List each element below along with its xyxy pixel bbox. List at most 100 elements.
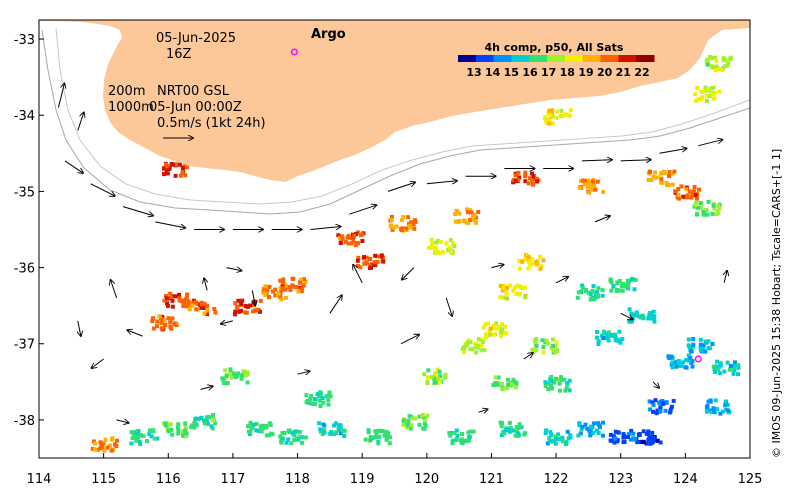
current-vector (226, 268, 241, 271)
x-tick-label: 115 (91, 472, 116, 487)
sst-patch (162, 421, 189, 439)
current-vector (111, 280, 118, 299)
sst-patch (543, 108, 573, 126)
x-tick-label: 121 (479, 472, 504, 487)
colorbar-segment (582, 55, 601, 62)
sst-patch (278, 428, 308, 446)
colorbar-segment (511, 55, 530, 62)
current-vector (90, 183, 115, 196)
credit-text: © IMOS 09-Jun-2025 15:38 Hobart; Tscale=… (770, 149, 783, 458)
sst-patch (704, 55, 733, 73)
sst-patch (427, 237, 457, 256)
sst-patch (543, 375, 572, 393)
current-vector (594, 216, 610, 223)
sst-patch (363, 428, 392, 446)
x-tick-label: 120 (414, 472, 439, 487)
colorbar-title: 4h comp, p50, All Sats (485, 41, 624, 54)
current-vector (620, 160, 651, 161)
current-vector (400, 335, 419, 345)
colorbar-ticks: 13 14 15 16 17 18 19 20 21 22 (466, 66, 649, 79)
sst-patch (666, 353, 695, 370)
current-vector (116, 420, 129, 423)
sst-patch (460, 337, 487, 355)
contour-200m-label: 200m (108, 84, 145, 99)
current-vector (155, 221, 185, 228)
argo-float-marker[interactable] (694, 355, 702, 363)
current-vector (64, 160, 83, 173)
x-tick-label: 124 (673, 472, 698, 487)
sst-patch (422, 367, 448, 386)
sst-patch (355, 253, 386, 271)
current-vector (310, 227, 341, 230)
y-tick-label: -34 (14, 109, 35, 124)
sst-patch (647, 398, 676, 416)
sst-patch (543, 428, 573, 447)
sst-patch (627, 307, 657, 324)
sst-layer (90, 55, 741, 453)
sst-patch (90, 436, 119, 453)
current-vector (659, 149, 687, 154)
current-vector (402, 267, 415, 280)
colorbar-tick-label: 19 (578, 66, 593, 79)
x-tick-label: 119 (350, 472, 375, 487)
vector-scale-label: 0.5m/s (1kt 24h) (157, 116, 266, 131)
current-vector (652, 381, 659, 388)
colorbar-segment (636, 55, 655, 62)
sst-patch (498, 283, 528, 301)
sst-patch (187, 298, 218, 317)
sst-patch (673, 184, 701, 201)
y-tick-label: -33 (14, 33, 35, 48)
sst-patch (388, 214, 418, 233)
x-tick-label: 114 (27, 472, 52, 487)
sst-patch (686, 337, 715, 354)
axes: 114 115 116 117 118 119 120 121 122 123 124 125 -33 -… (14, 33, 763, 487)
current-vector (204, 278, 207, 291)
current-vector (297, 371, 310, 374)
x-tick-label: 118 (285, 472, 310, 487)
colorbar-segment (564, 55, 584, 62)
sst-patch (693, 85, 722, 103)
sst-patch (704, 398, 732, 416)
map-date: 05-Jun-2025 (156, 31, 236, 46)
plot-frame (38, 19, 751, 459)
current-vector (445, 297, 452, 316)
sst-patch (481, 321, 509, 340)
sst-patch (576, 420, 605, 438)
y-tick-label: -38 (14, 414, 35, 429)
sst-patch (530, 337, 560, 355)
sst-patch (401, 413, 430, 431)
colorbar-segment (618, 55, 637, 62)
colorbar-tick-label: 13 (466, 66, 481, 79)
sst-patch (278, 276, 308, 294)
sst-patch (575, 283, 605, 302)
current-vector (349, 205, 376, 215)
sst-patch (129, 428, 160, 446)
sst-patch (511, 170, 541, 187)
current-vector (581, 160, 612, 161)
sst-patch (491, 375, 519, 392)
current-vector-layer (57, 84, 727, 423)
current-source-label: NRT00 GSL (157, 84, 230, 99)
argo-legend-label: Argo (311, 27, 346, 42)
colorbar-tick-label: 15 (504, 66, 519, 79)
sst-patch (711, 359, 741, 377)
x-tick-label: 122 (544, 472, 569, 487)
sst-patch (189, 413, 218, 431)
current-vector (523, 353, 533, 360)
current-vector (122, 206, 153, 216)
sst-patch (336, 230, 366, 248)
sst-patch (453, 207, 481, 225)
current-time-label: 05-Jun 00:00Z (149, 100, 242, 115)
sst-patch (692, 199, 722, 217)
sst-patch (447, 428, 476, 446)
current-vector (426, 181, 457, 185)
colorbar-segment (529, 55, 548, 62)
x-tick-label: 123 (608, 472, 633, 487)
colorbar-tick-label: 17 (541, 66, 556, 79)
x-tick-label: 125 (738, 472, 763, 487)
current-vector (78, 320, 81, 336)
contour-1000m (55, 27, 750, 205)
y-tick-label: -36 (14, 262, 35, 277)
current-vector (252, 290, 255, 305)
current-vector (329, 295, 342, 314)
